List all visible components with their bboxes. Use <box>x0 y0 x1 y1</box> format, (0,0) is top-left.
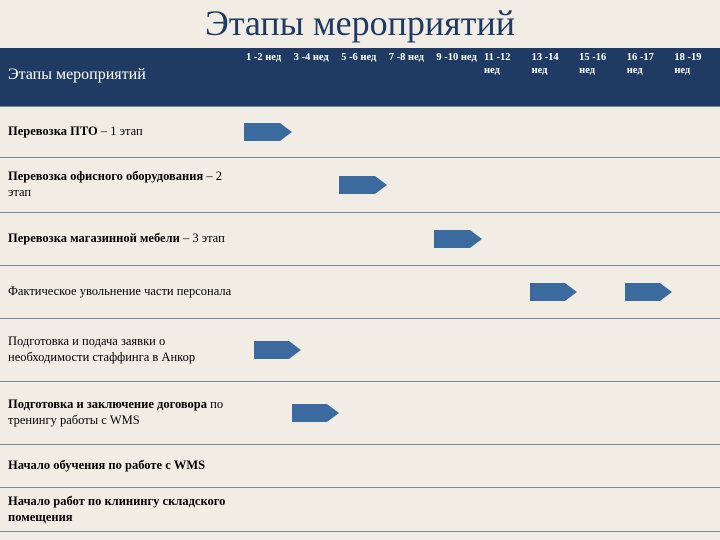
table-row: Перевозка офисного оборудования – 2 этап <box>0 158 720 212</box>
column-header: 9 -10 нед <box>434 48 482 81</box>
gantt-bar-arrow <box>244 123 292 141</box>
row-bars <box>244 107 720 157</box>
column-header: 7 -8 нед <box>387 48 435 81</box>
row-bars <box>244 489 720 531</box>
row-label: Подготовка и подача заявки о необходимос… <box>0 328 244 371</box>
gantt-bar-arrow <box>625 283 673 301</box>
column-header: 16 -17 нед <box>625 48 673 81</box>
table-row: Подготовка и подача заявки о необходимос… <box>0 319 720 381</box>
gantt-bar-arrow <box>292 404 340 422</box>
row-bars <box>244 382 720 444</box>
row-bars <box>244 213 720 265</box>
row-bars <box>244 445 720 487</box>
column-header: 1 -2 нед <box>244 48 292 81</box>
column-header: 3 -4 нед <box>292 48 340 81</box>
row-label: Начало работ по клинингу складского поме… <box>0 488 244 531</box>
gantt-rows: Перевозка ПТО – 1 этап Перевозка офисного… <box>0 106 720 532</box>
table-row: Начало обучения по работе с WMS <box>0 445 720 487</box>
column-header: 11 -12 нед <box>482 48 530 81</box>
gantt-bar-arrow <box>530 283 578 301</box>
page-title: Этапы мероприятий <box>0 0 720 44</box>
column-header: 13 -14 нед <box>530 48 578 81</box>
gantt-bar-arrow <box>254 341 302 359</box>
table-row: Перевозка магазинной мебели – 3 этап <box>0 213 720 265</box>
time-columns: 1 -2 нед3 -4 нед5 -6 нед7 -8 нед9 -10 не… <box>244 48 720 81</box>
column-header: 5 -6 нед <box>339 48 387 81</box>
table-row: Перевозка ПТО – 1 этап <box>0 107 720 157</box>
table-row: Начало работ по клинингу складского поме… <box>0 488 720 531</box>
gantt-table: Этапы мероприятий 1 -2 нед3 -4 нед5 -6 н… <box>0 48 720 532</box>
row-bars <box>244 319 720 381</box>
row-label: Перевозка магазинной мебели – 3 этап <box>0 225 244 253</box>
header-row: Этапы мероприятий 1 -2 нед3 -4 нед5 -6 н… <box>0 48 720 106</box>
column-header: 18 -19 нед <box>672 48 720 81</box>
row-bars <box>244 158 720 212</box>
gantt-bar-arrow <box>434 230 482 248</box>
gantt-bar-arrow <box>339 176 387 194</box>
row-label: Перевозка офисного оборудования – 2 этап <box>0 163 244 206</box>
column-header: 15 -16 нед <box>577 48 625 81</box>
row-label: Фактическое увольнение части персонала <box>0 278 244 306</box>
table-row: Подготовка и заключение договора по трен… <box>0 382 720 444</box>
row-label: Подготовка и заключение договора по трен… <box>0 391 244 434</box>
table-row: Фактическое увольнение части персонала <box>0 266 720 318</box>
header-label: Этапы мероприятий <box>0 48 244 90</box>
row-label: Начало обучения по работе с WMS <box>0 452 244 480</box>
row-bars <box>244 266 720 318</box>
row-label: Перевозка ПТО – 1 этап <box>0 118 244 146</box>
